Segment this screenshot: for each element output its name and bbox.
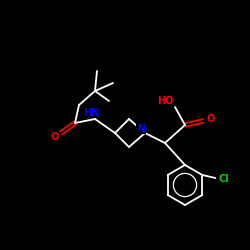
Text: Cl: Cl (219, 174, 230, 184)
Text: O: O (207, 114, 215, 124)
Text: HO: HO (157, 96, 173, 106)
Text: O: O (51, 132, 59, 142)
Text: HN: HN (83, 108, 99, 118)
Text: N: N (137, 124, 145, 134)
